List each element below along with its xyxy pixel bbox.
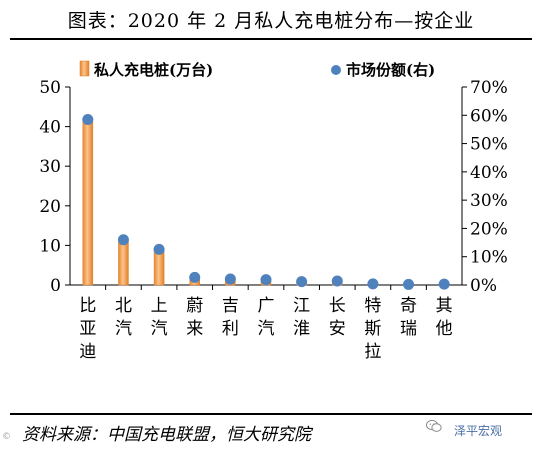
right-tick-label: 70% — [470, 78, 508, 98]
left-tick-label: 50 — [39, 78, 61, 98]
x-tick-label: 广汽 — [258, 296, 275, 339]
share-dot — [224, 273, 236, 285]
left-tick-label: 20 — [39, 197, 61, 217]
axes: 0 10 20 30 40 50 0% 10% 20% 30% 40% 50% 60% 70% — [39, 78, 507, 296]
x-tick-label: 奇瑞 — [400, 296, 417, 339]
x-tick-label: 江淮 — [293, 296, 310, 339]
legend-dot-marker — [331, 65, 341, 75]
share-dot — [367, 278, 379, 290]
share-dot — [117, 234, 129, 246]
left-tick-label: 30 — [39, 157, 61, 177]
x-tick-label: 蔚来 — [186, 296, 203, 339]
x-tick-label: 比亚迪 — [79, 296, 96, 362]
share-dot — [331, 275, 343, 287]
right-tick-label: 30% — [470, 191, 508, 211]
legend-dot-label: 市场份额(右) — [346, 61, 435, 79]
share-series — [82, 114, 450, 290]
x-tick-label: 吉利 — [222, 296, 239, 339]
bar — [82, 118, 94, 286]
share-dot — [189, 271, 201, 283]
watermark: 泽平宏观 — [453, 424, 502, 438]
source-note: 资料来源：中国充电联盟，恒大研究院 — [22, 425, 311, 445]
legend-bar-label: 私人充电桩(万台) — [93, 61, 213, 79]
bar-series — [82, 118, 450, 286]
legend: 私人充电桩(万台) 市场份额(右) — [79, 60, 435, 79]
title-divider — [10, 38, 532, 40]
wechat-icon — [426, 419, 442, 432]
share-dot — [260, 274, 272, 286]
x-tick-label: 上汽 — [151, 296, 168, 339]
right-tick-label: 40% — [470, 163, 508, 183]
x-tick-label: 北汽 — [115, 296, 132, 339]
x-tick-label: 特斯拉 — [364, 296, 381, 362]
share-dot — [438, 278, 450, 290]
bar — [118, 241, 129, 286]
share-dot — [82, 114, 94, 126]
left-tick-label: 0 — [50, 276, 61, 296]
right-tick-label: 50% — [470, 135, 508, 155]
source-divider — [10, 413, 532, 415]
x-tick-label: 其他 — [436, 296, 453, 339]
right-tick-label: 10% — [470, 248, 508, 268]
legend-bar-swatch — [79, 60, 90, 77]
share-dot — [296, 276, 308, 288]
corner-mark: © — [2, 432, 11, 442]
right-tick-label: 0% — [470, 276, 497, 296]
left-tick-label: 10 — [39, 236, 61, 256]
chart-title: 图表：2020 年 2 月私人充电桩分布—按企业 — [67, 10, 475, 32]
right-tick-label: 60% — [470, 106, 508, 126]
share-dot — [403, 278, 415, 290]
left-tick-label: 40 — [39, 118, 61, 138]
right-tick-label: 20% — [470, 219, 508, 239]
x-tick-label: 长安 — [329, 296, 346, 339]
share-dot — [153, 243, 165, 255]
